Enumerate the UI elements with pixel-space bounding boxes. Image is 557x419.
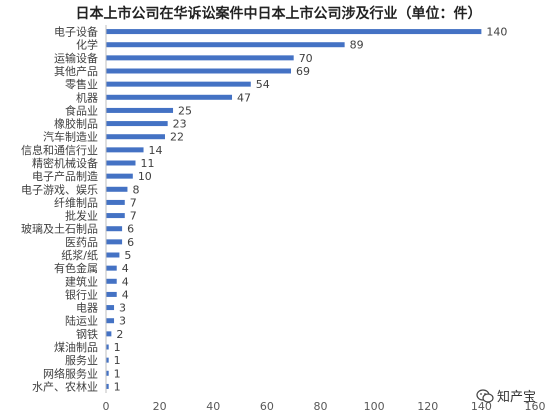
x-tick-label: 20 <box>153 400 167 413</box>
data-label: 4 <box>122 288 129 301</box>
category-label: 运输设备 <box>54 51 98 65</box>
data-label: 7 <box>130 210 137 223</box>
bar <box>106 186 128 192</box>
wechat-icon <box>476 388 494 403</box>
category-label: 零售业 <box>65 77 98 91</box>
bar <box>106 42 345 48</box>
bar <box>106 134 165 140</box>
category-label: 水产、农林业 <box>32 379 98 393</box>
bar <box>106 383 109 389</box>
bar <box>106 160 136 166</box>
data-label: 6 <box>127 236 134 249</box>
category-label: 电子游戏、娱乐 <box>21 182 98 196</box>
category-label: 批发业 <box>65 209 98 223</box>
bar <box>106 357 109 363</box>
bar <box>106 265 117 271</box>
data-label: 4 <box>122 262 129 275</box>
category-label: 钢铁 <box>76 328 98 341</box>
x-tick-label: 160 <box>525 400 546 413</box>
data-label: 23 <box>173 118 187 131</box>
x-tick-label: 120 <box>417 400 438 413</box>
bar <box>106 121 168 127</box>
chart-title: 日本上市公司在华诉讼案件中日本上市公司涉及行业（单位：件） <box>75 6 482 22</box>
bar <box>106 29 482 35</box>
bar <box>106 318 115 324</box>
data-label: 1 <box>114 341 121 354</box>
bar <box>106 226 123 232</box>
bar <box>106 199 125 205</box>
bar <box>106 147 144 153</box>
x-tick-label: 60 <box>260 400 274 413</box>
data-label: 11 <box>140 157 154 170</box>
x-tick-label: 80 <box>314 400 328 413</box>
category-label: 纤维制品 <box>54 196 98 209</box>
bar <box>106 278 117 284</box>
category-label: 精密机械设备 <box>32 156 98 170</box>
data-label: 69 <box>296 65 310 78</box>
category-label: 医药品 <box>65 236 98 249</box>
category-label: 食品业 <box>65 103 98 117</box>
category-label: 汽车制造业 <box>43 130 98 144</box>
bar <box>106 55 294 61</box>
data-label: 3 <box>119 315 126 328</box>
category-label: 煤油制品 <box>54 340 98 354</box>
x-tick-label: 40 <box>206 400 220 413</box>
data-label: 54 <box>256 78 270 91</box>
watermark-text: 知产宝 <box>497 390 537 405</box>
category-label: 电子产品制造 <box>32 169 98 183</box>
data-label: 1 <box>114 354 121 367</box>
bar <box>106 370 109 376</box>
data-label: 7 <box>130 196 137 209</box>
bar <box>106 291 117 297</box>
bar <box>106 94 233 100</box>
data-label: 1 <box>114 380 121 393</box>
category-label: 玻璃及土石制品 <box>21 222 98 236</box>
category-label: 陆运业 <box>65 314 98 328</box>
data-label: 3 <box>119 302 126 315</box>
data-label: 47 <box>237 91 251 104</box>
category-label: 服务业 <box>65 354 98 367</box>
data-label: 1 <box>114 367 121 380</box>
bar <box>106 81 251 87</box>
data-label: 6 <box>127 223 134 236</box>
data-label: 10 <box>138 170 152 183</box>
bar <box>106 239 123 245</box>
category-label: 有色金属 <box>54 261 98 275</box>
bar <box>106 252 120 258</box>
data-label: 89 <box>350 39 364 52</box>
data-label: 22 <box>170 131 184 144</box>
data-label: 2 <box>116 328 123 341</box>
data-label: 70 <box>299 52 313 65</box>
category-label: 网络服务业 <box>43 366 98 380</box>
category-label: 建筑业 <box>65 274 98 288</box>
data-label: 14 <box>149 144 163 157</box>
category-label: 电器 <box>76 302 98 315</box>
data-label: 25 <box>178 104 192 117</box>
watermark: 知产宝 <box>476 386 536 405</box>
category-label: 其他产品 <box>54 64 98 78</box>
data-label: 5 <box>124 249 131 262</box>
category-label: 化学 <box>76 38 98 52</box>
data-label: 140 <box>486 26 507 39</box>
bar <box>106 107 174 113</box>
x-tick-label: 140 <box>471 400 492 413</box>
bar <box>106 344 109 350</box>
bar <box>106 305 115 311</box>
category-label: 橡胶制品 <box>54 117 98 131</box>
data-label: 8 <box>132 183 139 196</box>
data-label: 4 <box>122 275 129 288</box>
category-label: 信息和通信行业 <box>21 143 98 157</box>
category-label: 机器 <box>76 90 98 104</box>
category-label: 电子设备 <box>54 25 98 39</box>
category-label: 纸浆/纸 <box>61 248 98 262</box>
bar <box>106 213 125 219</box>
x-tick-label: 100 <box>364 400 385 413</box>
category-label: 银行业 <box>65 287 98 301</box>
bar <box>106 68 292 74</box>
x-tick-label: 0 <box>103 400 110 413</box>
bar <box>106 331 112 337</box>
bar <box>106 173 133 179</box>
